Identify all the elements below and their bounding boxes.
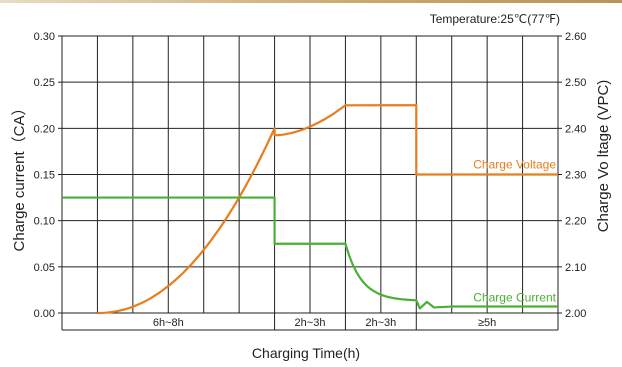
charge-current-label: Charge Current	[473, 291, 556, 305]
grid	[61, 35, 559, 331]
chart-title: Temperature:25℃(77℉)	[430, 12, 560, 26]
y-tick-label-left: 0.00	[34, 308, 55, 320]
y-tick-label-left: 0.15	[34, 170, 55, 182]
y-tick-label-right: 2.40	[565, 123, 586, 135]
y-tick-label-right: 2.50	[565, 77, 586, 89]
y-tick-label-left: 0.30	[34, 31, 55, 43]
phase-label: 2h~3h	[365, 317, 396, 329]
y-axis-label-right: Charge Vo ltage (VPC)	[595, 80, 612, 233]
phase-label: 2h~3h	[295, 317, 326, 329]
y-tick-label-right: 2.10	[565, 262, 586, 274]
y-tick-label-left: 0.05	[34, 262, 55, 274]
charge-current-line	[62, 196, 558, 310]
y-tick-label-left: 0.25	[34, 77, 55, 89]
y-tick-label-left: 0.20	[34, 123, 55, 135]
phase-row: 6h~8h 2h~3h 2h~3h ≥5h	[153, 313, 559, 330]
y-axis-label-left: Charge current（CA）	[11, 101, 28, 252]
charge-voltage-label: Charge Voltage	[473, 158, 556, 172]
y-tick-label-right: 2.20	[565, 216, 586, 228]
top-accent-bar	[0, 0, 622, 3]
charge-voltage-line	[97, 104, 558, 315]
y-tick-label-left: 0.10	[34, 216, 55, 228]
phase-label: ≥5h	[478, 317, 496, 329]
y-tick-label-right: 2.30	[565, 170, 586, 182]
y-tick-label-right: 2.00	[565, 308, 586, 320]
series-lines: Charge Voltage Charge Current	[62, 104, 558, 315]
y-tick-label-right: 2.60	[565, 31, 586, 43]
x-axis-label: Charging Time(h)	[252, 345, 360, 361]
ticks: 0.00 0.05 0.10 0.15 0.20 0.25 0.30 2.00 2.10 2.20…	[34, 31, 587, 320]
phase-label: 6h~8h	[153, 317, 184, 329]
